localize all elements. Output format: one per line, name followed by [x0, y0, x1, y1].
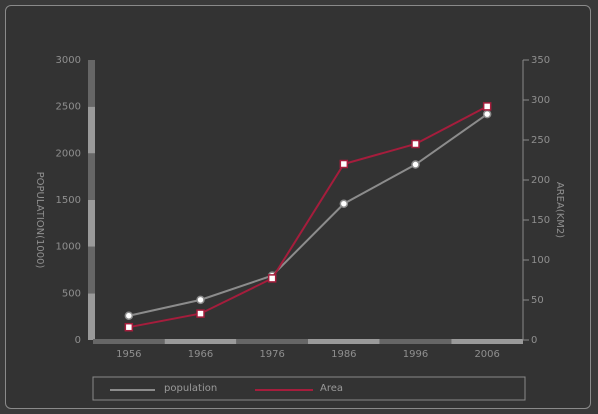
point-area: [411, 139, 420, 149]
y-tick-label: 2000: [56, 148, 81, 159]
bottom-band-segment: [164, 339, 237, 344]
left-band-segment: [88, 153, 95, 200]
y2-tick-label: 300: [531, 95, 550, 106]
series-layer: [124, 102, 492, 332]
left-band-segment: [88, 60, 95, 107]
legend-label-area: Area: [320, 383, 343, 394]
y-tick-label: 0: [75, 335, 81, 346]
y-tick-label: 2500: [56, 102, 81, 113]
y2-tick-label: 250: [531, 135, 550, 146]
x-tick-label: 1976: [259, 349, 284, 360]
y2-tick-label: 200: [531, 175, 550, 186]
y-tick-label: 500: [62, 288, 81, 299]
left-band-segment: [88, 200, 95, 247]
bottom-band-segment: [236, 339, 308, 344]
point-population: [411, 160, 420, 169]
series-line-area: [128, 105, 488, 329]
point-population: [196, 295, 205, 305]
point-area: [196, 309, 205, 318]
point-population: [482, 109, 492, 119]
x-tick-label: 2006: [474, 349, 499, 360]
legend-box: [92, 376, 526, 401]
legend-label-population: population: [164, 383, 217, 394]
y2-tick-label: 350: [531, 55, 550, 66]
x-tick-label: 1966: [188, 349, 213, 360]
bottom-band-segment: [379, 339, 452, 344]
x-tick-label: 1996: [403, 349, 428, 360]
point-area: [482, 102, 492, 111]
left-band-segment: [88, 106, 95, 154]
y2-tick-label: 50: [531, 295, 544, 306]
left-tick-labels: 0 500 1000 1500 2000 2500 3000: [56, 55, 81, 346]
y2-tick-label: 150: [531, 215, 550, 226]
point-area: [124, 322, 134, 332]
y2-tick-label: 0: [531, 335, 537, 346]
point-area: [267, 274, 277, 283]
y-tick-label: 3000: [56, 55, 81, 66]
bottom-band-segment: [93, 339, 165, 344]
y-axis-title: POPULATION(1000): [34, 172, 45, 269]
x-tick-label: 1956: [116, 349, 141, 360]
x-tick-label: 1986: [331, 349, 356, 360]
y-tick-label: 1000: [56, 242, 81, 253]
bottom-axis-band: [93, 339, 523, 344]
bottom-band-segment: [308, 339, 380, 344]
left-band-segment: [88, 293, 95, 340]
left-axis-band: [88, 60, 95, 340]
right-axis: [522, 59, 529, 341]
x-tick-labels: 1956 1966 1976 1986 1996 2006: [116, 349, 500, 360]
point-population: [124, 311, 134, 320]
point-population: [339, 199, 349, 208]
bottom-band-segment: [451, 339, 523, 344]
right-tick-labels: 0 50 100 150 200 250 300 350: [531, 55, 550, 346]
legend: population Area: [92, 376, 526, 401]
point-area: [339, 159, 349, 169]
series-line-population: [128, 113, 488, 317]
y2-axis-title: AREA(KM2): [554, 182, 565, 238]
y2-tick-label: 100: [531, 255, 550, 266]
left-band-segment: [88, 246, 95, 294]
y-tick-label: 1500: [56, 195, 81, 206]
